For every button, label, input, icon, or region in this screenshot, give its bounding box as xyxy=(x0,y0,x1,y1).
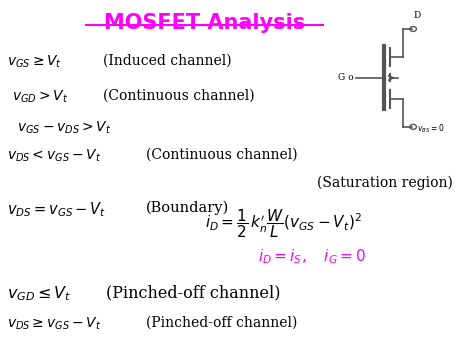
Text: $v_{GS} - v_{DS} > V_t$: $v_{GS} - v_{DS} > V_t$ xyxy=(17,120,111,136)
Text: $v_{GD} > V_t$: $v_{GD} > V_t$ xyxy=(12,88,68,105)
Text: (Pinched-off channel): (Pinched-off channel) xyxy=(106,284,280,301)
Text: $v_{DS} = v_{GS} - V_t$: $v_{DS} = v_{GS} - V_t$ xyxy=(8,200,107,219)
Text: (Continuous channel): (Continuous channel) xyxy=(146,148,297,162)
Text: MOSFET Analysis: MOSFET Analysis xyxy=(104,13,305,33)
Text: (Pinched-off channel): (Pinched-off channel) xyxy=(146,316,297,329)
Text: $i_D = \dfrac{1}{2}\,k_n^{\prime}\dfrac{W}{L}(v_{GS}-V_t)^2$: $i_D = \dfrac{1}{2}\,k_n^{\prime}\dfrac{… xyxy=(205,207,362,240)
Text: $v_{GS} \geq V_t$: $v_{GS} \geq V_t$ xyxy=(8,54,63,70)
Text: (Boundary): (Boundary) xyxy=(146,200,229,215)
Text: $v_{DS} \geq v_{GS} - V_t$: $v_{DS} \geq v_{GS} - V_t$ xyxy=(8,316,102,332)
Text: (Saturation region): (Saturation region) xyxy=(317,176,453,190)
Text: $v_{BS} = 0$: $v_{BS} = 0$ xyxy=(417,122,445,135)
Text: $i_D = i_S, \quad i_G = 0$: $i_D = i_S, \quad i_G = 0$ xyxy=(258,247,366,266)
Text: (Induced channel): (Induced channel) xyxy=(103,54,232,67)
Text: D: D xyxy=(414,11,421,20)
Text: $v_{GD} \leq V_t$: $v_{GD} \leq V_t$ xyxy=(8,284,72,303)
Text: $v_{DS} < v_{GS} - V_t$: $v_{DS} < v_{GS} - V_t$ xyxy=(8,148,102,164)
Text: G o: G o xyxy=(337,73,353,82)
Text: (Continuous channel): (Continuous channel) xyxy=(103,88,255,102)
